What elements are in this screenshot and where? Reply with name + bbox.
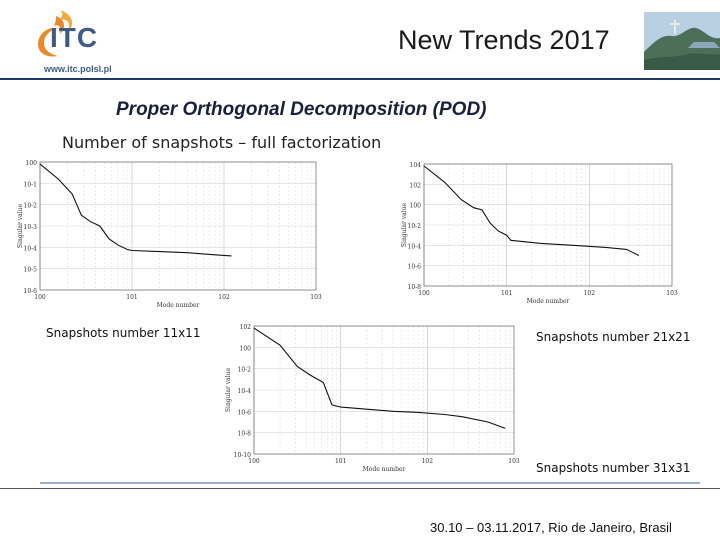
y-tick-label: 100 — [410, 203, 422, 210]
x-tick-label: 100 — [248, 458, 260, 465]
footer-text: 30.10 – 03.11.2017, Rio de Janeiro, Bras… — [430, 520, 672, 535]
logo-text: ITC — [50, 22, 99, 53]
x-tick-label: 102 — [422, 458, 434, 465]
landscape-photo-icon — [644, 12, 720, 70]
x-tick-label: 102 — [218, 294, 230, 301]
y-tick-label: 10-3 — [24, 224, 38, 231]
y-tick-label: 10-8 — [408, 284, 422, 291]
y-tick-label: 10-4 — [238, 388, 252, 395]
y-tick-label: 102 — [240, 324, 252, 331]
y-tick-label: 100 — [26, 160, 38, 167]
y-tick-label: 10-2 — [238, 367, 252, 374]
header-rule — [0, 78, 720, 80]
slide-title: Proper Orthogonal Decomposition (POD) — [116, 99, 487, 120]
y-axis-label: Singular value — [17, 203, 24, 248]
series-line — [253, 327, 506, 429]
itc-logo: ITC — [32, 8, 142, 60]
x-axis-label: Mode number — [157, 302, 200, 309]
y-tick-label: 10-4 — [24, 245, 38, 252]
chart-31x31: 10-10 10-8 10-6 10-4 10-2 100 102 100 101 102 103 M… — [225, 324, 520, 473]
logo-url[interactable]: www.itc.polsl.pl — [44, 64, 112, 74]
y-tick-label: 102 — [410, 182, 422, 189]
caption-21x21: Snapshots number 21x21 — [536, 330, 691, 344]
x-tick-label: 103 — [310, 294, 322, 301]
plot-frame — [253, 325, 515, 455]
slide-subtitle: Number of snapshots – full factorization — [62, 133, 382, 152]
footer-accent-rule — [40, 482, 700, 484]
plot-frame — [423, 163, 673, 287]
y-tick-label: 10-2 — [408, 223, 422, 230]
chart-11x11: 10-6 10-5 10-4 10-3 10-2 10-1 100 100 101 102 103 M… — [17, 160, 322, 309]
footer-bottom-rule — [0, 488, 720, 489]
x-tick-label: 101 — [335, 458, 346, 465]
logo-flame-icon — [38, 10, 73, 57]
series-line — [423, 165, 640, 256]
y-tick-label: 100 — [240, 345, 252, 352]
x-tick-label: 102 — [584, 290, 596, 297]
conference-title: New Trends 2017 — [398, 25, 610, 55]
y-tick-label: 10-6 — [408, 264, 422, 271]
y-tick-label: 10-10 — [234, 452, 251, 459]
x-tick-label: 103 — [508, 458, 520, 465]
caption-11x11: Snapshots number 11x11 — [46, 326, 201, 340]
y-tick-label: 104 — [410, 162, 422, 169]
series-line — [39, 163, 232, 257]
y-tick-label: 10-6 — [24, 288, 38, 295]
y-tick-label: 10-6 — [238, 409, 252, 416]
x-axis-label: Mode number — [363, 466, 406, 473]
x-axis-label: Mode number — [527, 298, 570, 305]
y-tick-label: 10-8 — [238, 431, 252, 438]
x-tick-label: 100 — [34, 294, 46, 301]
y-axis-label: Singular value — [401, 202, 408, 247]
y-tick-label: 10-1 — [24, 181, 37, 188]
y-axis-label: Singular value — [225, 367, 232, 412]
y-tick-label: 10-2 — [24, 203, 38, 210]
x-tick-label: 100 — [418, 290, 430, 297]
rio-photo — [644, 12, 720, 70]
x-tick-label: 101 — [126, 294, 137, 301]
y-tick-label: 10-4 — [408, 243, 422, 250]
header: ITC www.itc.polsl.pl New Trends 2017 — [0, 0, 720, 82]
caption-31x31: Snapshots number 31x31 — [536, 461, 691, 475]
x-tick-label: 101 — [501, 290, 512, 297]
plot-frame — [39, 161, 317, 291]
x-tick-label: 103 — [666, 290, 678, 297]
chart-21x21: 10-8 10-6 10-4 10-2 100 102 104 100 101 102 103 Mod… — [401, 162, 678, 305]
y-tick-label: 10-5 — [24, 267, 38, 274]
